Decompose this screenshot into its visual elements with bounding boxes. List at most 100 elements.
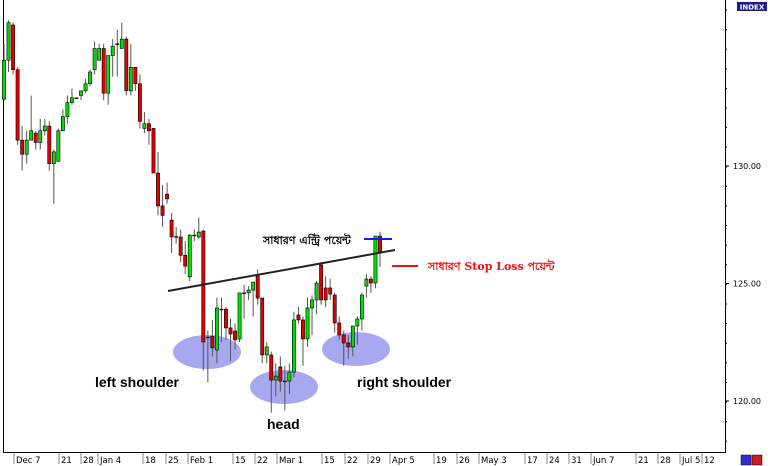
candle-body-up	[205, 336, 210, 339]
candle	[15, 67, 20, 145]
candle	[292, 311, 296, 378]
candle	[65, 95, 70, 124]
index-badge	[737, 2, 767, 11]
candle-body-down	[278, 366, 283, 382]
candle-body-up	[242, 292, 246, 294]
candle	[192, 229, 197, 242]
candle	[282, 365, 287, 411]
candle-body-down	[11, 24, 15, 70]
candle	[128, 43, 133, 96]
x-tick-label: 21	[61, 456, 72, 466]
x-tick-label: 15	[324, 456, 335, 466]
candle	[210, 319, 215, 357]
left-shoulder-ellipse	[173, 335, 241, 369]
candle-body-down	[178, 236, 183, 256]
candle-body-up	[60, 116, 65, 132]
candle	[187, 234, 192, 282]
index-badge-text: INDEX	[740, 4, 765, 12]
candle-body-up	[215, 307, 219, 351]
x-tick-label: 26	[459, 456, 470, 466]
candle-body-down	[133, 67, 138, 85]
y-tick-label: 130.00	[733, 162, 761, 171]
candle-body-up	[38, 130, 43, 143]
candle-body-up	[83, 83, 88, 92]
candle	[142, 111, 147, 134]
candle	[24, 130, 29, 164]
candle-body-down	[47, 125, 52, 164]
x-tick-label: 22	[257, 456, 268, 466]
candle	[237, 292, 242, 343]
x-tick-label: 29	[370, 456, 381, 466]
y-tick-label: 125.00	[733, 280, 761, 289]
candle	[33, 130, 38, 150]
candle	[79, 90, 83, 101]
candle	[165, 182, 169, 204]
candle	[20, 126, 25, 171]
candle-body-up	[6, 22, 11, 61]
candle-body-up	[364, 278, 369, 287]
candle-body-up	[310, 299, 314, 309]
candle	[56, 128, 61, 162]
candle-body-down	[156, 172, 160, 207]
candle	[70, 88, 74, 105]
entry-point-label: সাধারণ এন্ট্রি পয়েন্ট	[262, 233, 352, 247]
candle	[92, 41, 97, 75]
candle-body-up	[42, 125, 47, 132]
candle-body-up	[142, 123, 147, 129]
candle-body-down	[210, 335, 215, 349]
candle-body-up	[292, 319, 296, 373]
candle	[364, 274, 369, 298]
candle	[310, 295, 314, 336]
y-tick-label: 120.00	[733, 397, 761, 406]
neckline	[167, 249, 396, 292]
candle	[305, 297, 310, 347]
zoom-out-button[interactable]	[751, 454, 763, 466]
candle-body-down	[255, 275, 260, 299]
candle	[101, 43, 106, 101]
candle	[106, 55, 111, 105]
candle-body-up	[237, 292, 242, 340]
x-tick-label: 22	[347, 456, 358, 466]
candle	[138, 74, 142, 129]
candle-body-up	[56, 130, 61, 162]
candle-body-down	[369, 278, 373, 284]
candle-body-up	[29, 130, 34, 141]
candle-body-up	[106, 55, 111, 94]
zoom-in-button[interactable]	[740, 454, 752, 466]
candle	[328, 278, 333, 300]
candle	[196, 217, 201, 239]
candle-body-up	[97, 48, 102, 61]
shoulder-head-highlights	[173, 332, 390, 404]
candle-body-up	[246, 289, 251, 294]
candle-body-up	[2, 59, 6, 100]
candle-body-down	[20, 139, 25, 155]
x-tick-label: Jul 5	[681, 456, 700, 466]
candle-body-up	[119, 38, 124, 49]
candle-body-down	[33, 132, 38, 143]
candle-body-up	[187, 234, 192, 278]
candle-body-down	[260, 297, 265, 356]
candle	[174, 227, 179, 244]
candle	[160, 184, 165, 228]
candle-body-down	[169, 219, 174, 238]
x-tick-label: 19	[436, 456, 447, 466]
candle-body-up	[74, 97, 79, 99]
candle	[169, 213, 174, 253]
candle-body-up	[219, 308, 224, 311]
candle	[296, 307, 301, 324]
candle	[359, 292, 364, 331]
candle	[341, 330, 346, 366]
candle	[228, 318, 233, 362]
left-shoulder-label: left shoulder	[95, 374, 180, 390]
candle	[224, 307, 228, 340]
candle-body-up	[251, 281, 256, 291]
candle	[287, 363, 292, 394]
candle	[260, 297, 265, 364]
candle	[2, 43, 6, 101]
x-tick-label: 28	[83, 456, 94, 466]
candle-body-down	[147, 123, 151, 132]
candle	[205, 330, 210, 383]
candle-body-down	[296, 314, 301, 321]
x-tick-label: 25	[168, 456, 179, 466]
candle	[6, 20, 11, 72]
